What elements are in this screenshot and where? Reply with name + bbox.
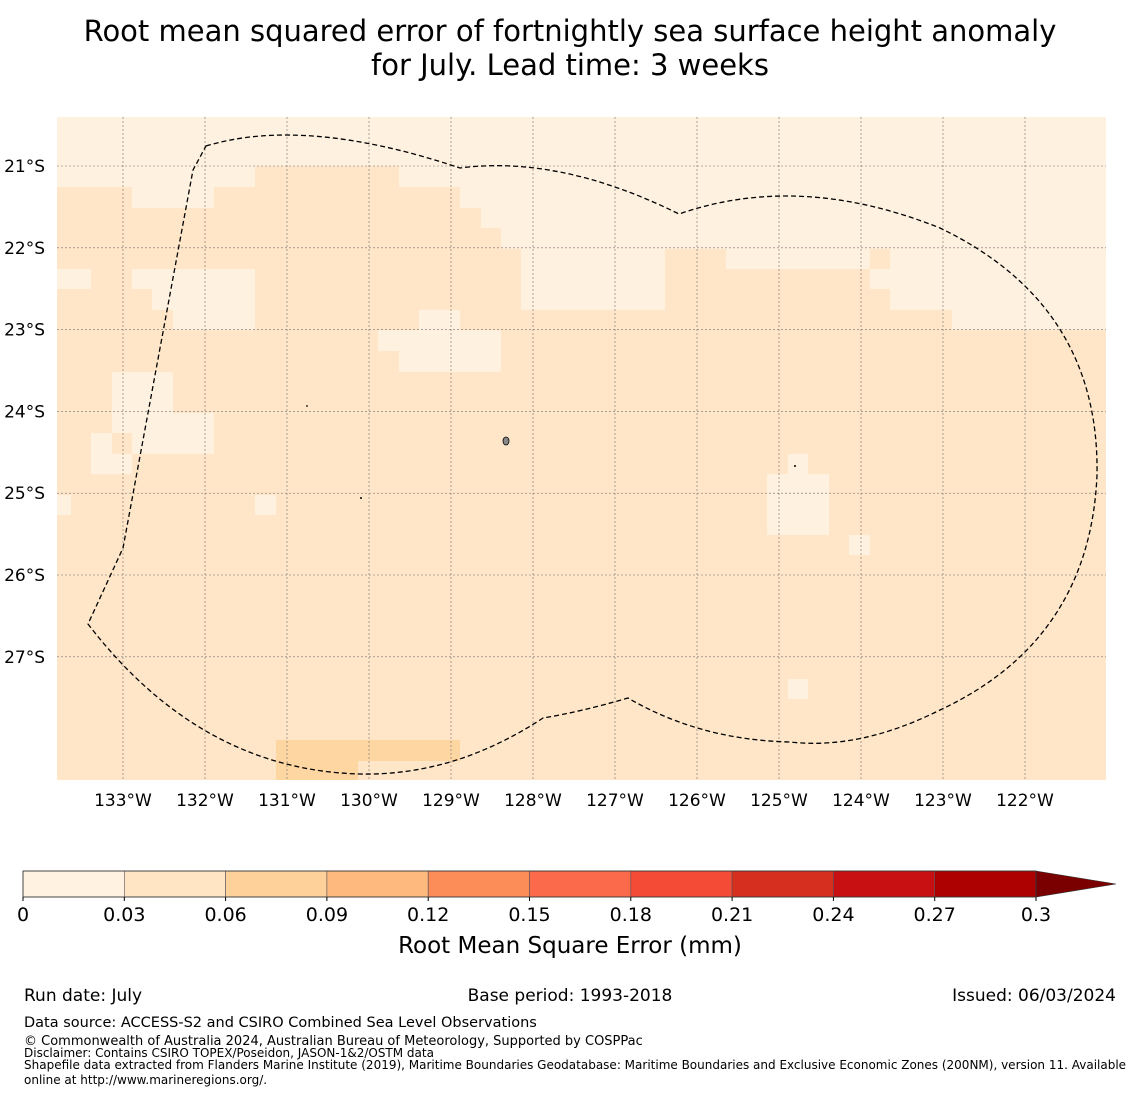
low-cell xyxy=(173,310,255,330)
lon-tick-label: 133°W xyxy=(94,791,152,811)
low-cell xyxy=(132,269,255,289)
low-cell xyxy=(849,535,870,555)
colorbar-segment xyxy=(124,870,226,898)
issued-date: Issued: 06/03/2024 xyxy=(952,986,1116,1006)
colorbar-tick-label: 0.03 xyxy=(103,904,145,926)
lon-tick-label: 122°W xyxy=(996,791,1054,811)
low-cell xyxy=(152,289,255,310)
shapefile-credit: Shapefile data extracted from Flanders M… xyxy=(24,1058,1127,1087)
chart-title: Root mean squared error of fortnightly s… xyxy=(0,14,1140,82)
colorbar: 0 0.03 0.06 0.09 0.12 0.15 0.18 0.21 0.24 0.27 0.3 xyxy=(17,870,1117,926)
lon-tick-label: 124°W xyxy=(832,791,890,811)
colorbar-label: Root Mean Square Error (mm) xyxy=(398,933,742,959)
low-cell xyxy=(767,474,829,535)
low-cell xyxy=(112,413,132,433)
low-cell xyxy=(57,166,255,187)
island xyxy=(794,465,796,467)
low-cell xyxy=(57,117,1106,166)
base-period: Base period: 1993-2018 xyxy=(467,986,673,1006)
lat-tick-label: 21°S xyxy=(4,157,45,177)
low-cell xyxy=(378,330,501,351)
lat-tick-label: 26°S xyxy=(4,566,45,586)
colorbar-segment xyxy=(529,870,632,898)
lon-tick-label: 125°W xyxy=(750,791,808,811)
lon-tick-label: 130°W xyxy=(340,791,398,811)
latitude-labels: 21°S 22°S 23°S 24°S 25°S 26°S 27°S xyxy=(4,157,45,668)
colorbar-tick-label: 0.12 xyxy=(407,904,449,926)
colorbar-segment xyxy=(630,870,733,898)
low-cell xyxy=(112,454,132,474)
colorbar-tick-label: 0.24 xyxy=(812,904,854,926)
colorbar-tick-label: 0.06 xyxy=(204,904,246,926)
low-cell xyxy=(460,187,1106,208)
lon-tick-label: 129°W xyxy=(422,791,480,811)
low-cell xyxy=(870,269,1106,289)
low-cell xyxy=(726,249,870,269)
lon-tick-label: 127°W xyxy=(586,791,644,811)
lat-tick-label: 22°S xyxy=(4,239,45,259)
island xyxy=(306,405,308,407)
lat-tick-label: 27°S xyxy=(4,648,45,668)
colorbar-segment xyxy=(22,870,125,898)
lat-tick-label: 23°S xyxy=(4,321,45,341)
colorbar-tick-label: 0.18 xyxy=(610,904,652,926)
colorbar-segment xyxy=(427,870,530,898)
low-cell xyxy=(890,249,1106,269)
low-cell xyxy=(399,166,1106,187)
low-cell xyxy=(952,310,1106,330)
low-cell xyxy=(91,433,112,474)
low-cell xyxy=(481,208,1106,228)
colorbar-segment xyxy=(326,870,429,898)
title-line-1: Root mean squared error of fortnightly s… xyxy=(83,14,1057,48)
low-cell xyxy=(255,495,276,515)
low-cell xyxy=(788,679,808,699)
low-cell xyxy=(112,372,173,413)
colorbar-tick-label: 0.3 xyxy=(1021,904,1051,926)
colorbar-segment xyxy=(934,870,1037,898)
eez-boundary xyxy=(87,134,1098,775)
title-line-2: for July. Lead time: 3 weeks xyxy=(371,48,769,82)
mid-cell xyxy=(276,740,460,761)
low-cell xyxy=(890,289,1106,310)
data-source: Data source: ACCESS-S2 and CSIRO Combine… xyxy=(24,1015,537,1031)
colorbar-extend-arrow xyxy=(1035,870,1117,898)
low-cell xyxy=(132,187,214,208)
colorbar-tick-label: 0.27 xyxy=(914,904,956,926)
low-cell xyxy=(521,249,665,310)
lat-tick-label: 24°S xyxy=(4,402,45,422)
low-cell xyxy=(419,310,460,330)
lat-tick-label: 25°S xyxy=(4,484,45,504)
map-area xyxy=(57,117,1106,780)
longitude-labels: 133°W 132°W 131°W 130°W 129°W 128°W 127°W 126°W… xyxy=(94,791,1054,811)
colorbar-tick-label: 0 xyxy=(17,904,29,926)
low-cell xyxy=(501,228,1106,249)
low-cell xyxy=(57,495,71,515)
lon-tick-label: 131°W xyxy=(258,791,316,811)
run-date: Run date: July xyxy=(24,986,143,1006)
low-error-cells xyxy=(57,117,1106,699)
lon-tick-label: 132°W xyxy=(176,791,234,811)
island xyxy=(360,497,362,499)
low-cell xyxy=(132,413,214,454)
graticule xyxy=(57,117,1106,780)
colorbar-segment xyxy=(731,870,834,898)
lon-tick-label: 126°W xyxy=(668,791,726,811)
colorbar-tick-label: 0.15 xyxy=(508,904,550,926)
low-cell xyxy=(788,454,808,474)
lon-tick-label: 123°W xyxy=(914,791,972,811)
low-cell xyxy=(57,269,91,289)
copyright: © Commonwealth of Australia 2024, Austra… xyxy=(24,1034,643,1049)
colorbar-tick-label: 0.09 xyxy=(306,904,348,926)
disclaimer: Disclaimer: Contains CSIRO TOPEX/Poseido… xyxy=(24,1046,434,1060)
island xyxy=(502,436,510,446)
lon-tick-label: 128°W xyxy=(504,791,562,811)
colorbar-segment xyxy=(833,870,936,898)
colorbar-segment xyxy=(225,870,328,898)
colorbar-tick-label: 0.21 xyxy=(711,904,753,926)
low-cell xyxy=(399,351,501,372)
